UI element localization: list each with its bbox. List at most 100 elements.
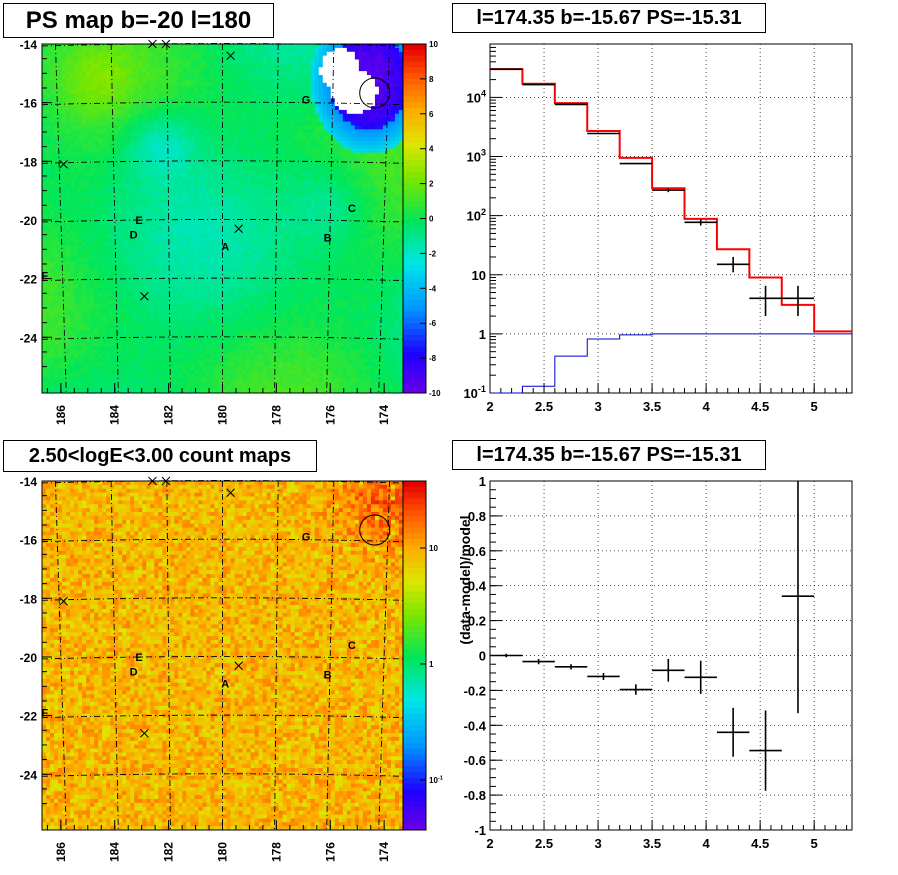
map-cell (58, 75, 63, 80)
map-cell (178, 160, 183, 165)
map-cell (106, 323, 111, 328)
map-cell (158, 361, 163, 367)
map-cell (46, 117, 51, 123)
map-cell (114, 152, 119, 157)
map-cell (210, 292, 215, 297)
map-cell (46, 268, 51, 274)
map-cell (190, 296, 195, 301)
map-cell (110, 307, 115, 313)
map-cell (202, 109, 207, 115)
map-cell (146, 307, 151, 313)
map-cell (158, 292, 163, 297)
map-cell (114, 272, 119, 278)
map-cell (78, 354, 83, 359)
map-cell (134, 51, 139, 57)
map-cell (238, 109, 244, 115)
map-cell (62, 272, 67, 278)
map-cell (150, 171, 155, 177)
map-cell (66, 319, 71, 324)
map-cell (238, 55, 244, 61)
map-cell (178, 361, 183, 367)
map-cell (118, 334, 123, 340)
map-cell (186, 346, 191, 351)
map-cell (70, 280, 75, 285)
map-cell (142, 137, 147, 142)
map-cell (238, 202, 244, 208)
map-cell (182, 191, 187, 196)
map-cell (154, 249, 159, 254)
map-cell (234, 346, 240, 351)
map-cell (206, 191, 211, 196)
map-cell (218, 350, 223, 355)
map-cell (62, 113, 67, 119)
map-cell (218, 71, 223, 76)
map-cell (254, 113, 260, 119)
map-cell (146, 121, 151, 126)
map-cell (190, 71, 195, 76)
map-cell (110, 202, 115, 208)
map-cell (214, 113, 219, 119)
map-cell (70, 144, 75, 150)
map-cell (210, 202, 215, 208)
map-cell (246, 67, 252, 72)
map-cell (250, 206, 256, 212)
map-cell (118, 253, 123, 258)
map-cell (218, 358, 223, 363)
map-cell (174, 144, 179, 150)
map-cell (118, 280, 123, 285)
map-cell (114, 94, 119, 99)
map-cell (262, 47, 268, 53)
map-cell (98, 98, 103, 103)
map-cell (194, 222, 199, 227)
map-cell (158, 365, 163, 371)
map-cell (250, 280, 256, 285)
map-cell (62, 152, 67, 157)
map-cell (122, 327, 127, 332)
map-cell (130, 47, 135, 53)
map-cell (186, 276, 191, 282)
map-cell (198, 265, 203, 270)
map-cell (210, 59, 215, 64)
map-cell (166, 98, 171, 103)
map-cell (226, 350, 232, 355)
map-cell (154, 315, 159, 320)
map-cell (218, 171, 223, 177)
map-cell (198, 385, 203, 390)
map-cell (122, 358, 127, 363)
map-cell (174, 55, 179, 61)
map-cell (150, 160, 155, 165)
map-cell (62, 245, 67, 251)
map-cell (262, 94, 268, 99)
map-cell (98, 377, 103, 382)
map-cell (78, 389, 83, 394)
map-cell (190, 268, 195, 274)
map-cell (170, 373, 175, 378)
map-cell (126, 175, 131, 181)
map-cell (258, 63, 264, 68)
map-cell (198, 44, 203, 49)
map-cell (74, 358, 79, 363)
map-cell (214, 175, 219, 181)
map-cell (102, 125, 107, 130)
map-cell (78, 90, 83, 95)
map-cell (234, 234, 240, 239)
map-cell (238, 133, 244, 138)
map-cell (122, 272, 127, 278)
map-cell (90, 241, 95, 247)
map-cell (198, 109, 203, 115)
map-cell (186, 241, 191, 247)
map-cell (218, 346, 223, 351)
map-cell (222, 346, 228, 351)
map-cell (86, 323, 91, 328)
map-cell (110, 257, 115, 262)
map-cell (46, 191, 51, 196)
map-cell (54, 129, 59, 134)
map-cell (230, 175, 236, 181)
map-cell (174, 389, 179, 394)
map-cell (102, 253, 107, 258)
map-cell (134, 106, 139, 111)
map-cell (46, 175, 51, 181)
map-cell (222, 361, 228, 367)
map-cell (142, 257, 147, 262)
map-cell (58, 315, 63, 320)
